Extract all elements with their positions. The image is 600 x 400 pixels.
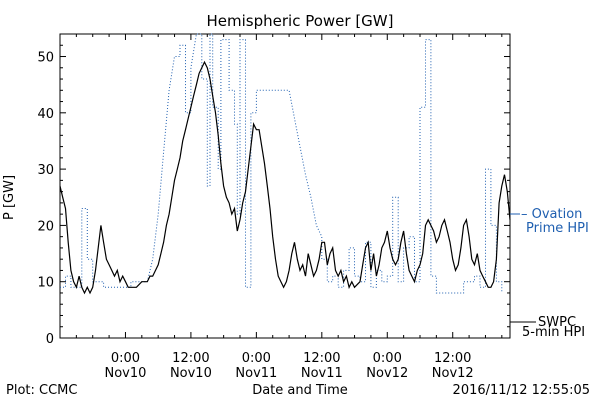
x-axis-ticks: 0:00Nov1012:00Nov100:00Nov1112:00Nov110:… (75, 34, 503, 381)
series-lines (59, 33, 511, 295)
y-tick-label: 0 (46, 332, 54, 347)
legend-swpc-label: SWPC (538, 315, 577, 330)
x-tick-label-time: 12:00 (303, 351, 340, 366)
x-tick-label-date: Nov11 (235, 366, 277, 381)
y-tick-label: 20 (37, 219, 54, 234)
legend-ovation-label-line2: Prime HPI (526, 221, 589, 236)
series-swpc-line (59, 60, 511, 295)
x-tick-label-time: 0:00 (111, 351, 140, 366)
y-axis-ticks: 0 10 20 30 40 50 (37, 33, 510, 347)
x-tick-label-date: Nov12 (366, 366, 408, 381)
series-ovation-prime-line (60, 33, 503, 294)
y-tick-label: 30 (37, 163, 54, 178)
x-tick-label-date: Nov12 (432, 366, 474, 381)
y-tick-label: 10 (37, 276, 54, 291)
legend-swpc-label-line2: 5-min HPI (522, 325, 586, 340)
plot-credit: Plot: CCMC (6, 383, 78, 398)
x-tick-label-date: Nov11 (301, 366, 343, 381)
x-tick-label-time: 12:00 (434, 351, 471, 366)
y-tick-label: 50 (37, 51, 54, 66)
x-tick-label-time: 0:00 (242, 351, 271, 366)
x-tick-label-date: Nov10 (170, 366, 212, 381)
plot-frame (59, 33, 511, 339)
x-tick-label-time: 0:00 (373, 351, 402, 366)
legend-ovation-label: – Ovation (521, 207, 583, 222)
plot-timestamp: 2016/11/12 12:55:05 (452, 383, 590, 398)
chart-title: Hemispheric Power [GW] (206, 12, 394, 30)
x-axis-label: Date and Time (252, 383, 348, 398)
y-tick-label: 40 (37, 107, 54, 122)
x-tick-label-time: 12:00 (172, 351, 209, 366)
x-tick-label-date: Nov10 (104, 366, 146, 381)
